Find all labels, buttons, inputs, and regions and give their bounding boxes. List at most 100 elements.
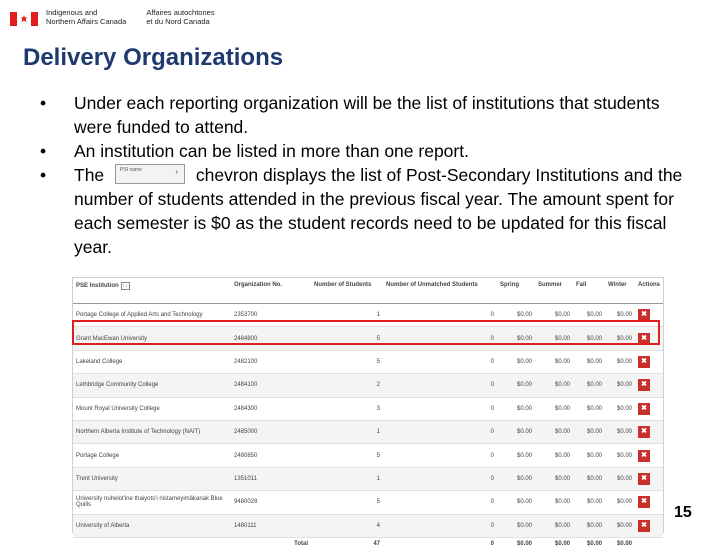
- table-cell: $0.00: [573, 443, 605, 468]
- table-cell: Trent University: [73, 467, 231, 492]
- total-cell: [73, 537, 231, 550]
- page-number: 15: [674, 504, 692, 521]
- total-row: Total 47 0 $0.00 $0.00 $0.00 $0.00: [73, 537, 663, 550]
- table-cell: $0.00: [605, 373, 635, 398]
- column-header: Actions: [635, 278, 663, 304]
- canada-flag-icon: [10, 12, 38, 26]
- total-cell: 0: [490, 540, 494, 547]
- table-cell: 0: [383, 420, 497, 445]
- actions-cell: ✖: [635, 397, 663, 421]
- column-header[interactable]: Number of Students: [311, 278, 383, 304]
- table-cell: $0.00: [535, 467, 573, 492]
- delete-icon[interactable]: ✖: [638, 449, 650, 462]
- column-header[interactable]: Spring: [497, 278, 535, 304]
- table-cell: Northern Alberta Institute of Technology…: [73, 420, 231, 445]
- actions-cell: ✖: [635, 490, 663, 515]
- delete-icon[interactable]: ✖: [638, 379, 650, 392]
- table-row: Trent University 1351011 1 0 $0.00 $0.00 $0.00…: [73, 467, 663, 492]
- table-cell: $0.00: [605, 490, 635, 515]
- table-cell: $0.00: [573, 490, 605, 515]
- table-cell: $0.00: [605, 350, 635, 375]
- highlight-box: [72, 320, 660, 345]
- table-cell: $0.00: [497, 467, 535, 492]
- table-cell: $0.00: [497, 490, 535, 515]
- table-cell: $0.00: [497, 350, 535, 375]
- table-cell: 5: [311, 350, 383, 375]
- slide-title: Delivery Organizations: [23, 44, 284, 71]
- table-header-row: PSE Institution ↑↓ Organization No. Numbe…: [73, 278, 663, 304]
- delete-icon[interactable]: ✖: [638, 426, 650, 439]
- table-cell: 0: [383, 467, 497, 492]
- table-cell: $0.00: [497, 443, 535, 468]
- table-cell: 4: [311, 514, 383, 538]
- column-header[interactable]: Fall: [573, 278, 605, 304]
- table-cell: 0: [383, 490, 497, 515]
- table-cell: 1: [311, 420, 383, 445]
- actions-cell: ✖: [635, 350, 663, 375]
- actions-cell: ✖: [635, 443, 663, 468]
- delete-icon[interactable]: ✖: [638, 309, 650, 322]
- government-header: Indigenous and Northern Affairs Canada Af…: [10, 8, 215, 31]
- sort-icon: ↑↓: [120, 282, 130, 290]
- actions-cell: ✖: [635, 514, 663, 538]
- table-row: University nuhelot'ine thaiyots'i nistam…: [73, 490, 663, 515]
- total-cell: [635, 537, 663, 550]
- table-row: Mount Royal University College 2484300 3 0 $…: [73, 397, 663, 421]
- column-header[interactable]: Number of Unmatched Students: [383, 278, 497, 304]
- table-cell: $0.00: [535, 397, 573, 421]
- total-cell: 47: [373, 540, 380, 547]
- table-cell: $0.00: [497, 514, 535, 538]
- actions-cell: ✖: [635, 420, 663, 445]
- table-cell: $0.00: [535, 443, 573, 468]
- institutions-table-screenshot: PSE Institution ↑↓ Organization No. Numbe…: [72, 277, 664, 547]
- table-cell: University of Alberta: [73, 514, 231, 538]
- delete-icon[interactable]: ✖: [638, 355, 650, 368]
- table-cell: $0.00: [605, 514, 635, 538]
- table-cell: $0.00: [573, 397, 605, 421]
- table-cell: $0.00: [573, 373, 605, 398]
- table-cell: $0.00: [497, 420, 535, 445]
- table-cell: $0.00: [573, 420, 605, 445]
- delete-icon[interactable]: ✖: [638, 519, 650, 532]
- table-row: Portage College 2480850 5 0 $0.00 $0.00 $0.00 $…: [73, 443, 663, 468]
- table-cell: $0.00: [605, 420, 635, 445]
- table-cell: $0.00: [605, 443, 635, 468]
- table-cell: 5: [311, 490, 383, 515]
- delete-icon[interactable]: ✖: [638, 472, 650, 485]
- table-cell: University nuhelot'ine thaiyots'i nistam…: [73, 490, 231, 515]
- table-cell: Lakeland College: [73, 350, 231, 375]
- total-cell: $0.00: [586, 540, 602, 547]
- table-cell: 9480028: [231, 490, 311, 515]
- bullet-list: Under each reporting organization will b…: [40, 91, 690, 259]
- column-header[interactable]: Organization No.: [231, 278, 311, 304]
- bullet-item: An institution can be listed in more tha…: [40, 139, 690, 163]
- delete-icon[interactable]: ✖: [638, 402, 650, 415]
- table-cell: 2484300: [231, 397, 311, 421]
- table-cell: 2484100: [231, 373, 311, 398]
- bullet-item: Under each reporting organization will b…: [40, 91, 690, 139]
- table-cell: 2485000: [231, 420, 311, 445]
- table-cell: Mount Royal University College: [73, 397, 231, 421]
- table-cell: 1480111: [231, 514, 311, 538]
- table-row: University of Alberta 1480111 4 0 $0.00 $0.00…: [73, 514, 663, 538]
- table-cell: 0: [383, 397, 497, 421]
- table-cell: $0.00: [573, 467, 605, 492]
- chevron-screenshot: PSI name ›: [115, 164, 186, 184]
- total-cell: Total: [294, 540, 308, 547]
- table-row: Lakeland College 2482100 5 0 $0.00 $0.00 $0.00…: [73, 350, 663, 375]
- table-cell: 3: [311, 397, 383, 421]
- column-header[interactable]: Summer: [535, 278, 573, 304]
- column-header[interactable]: PSE Institution ↑↓: [73, 278, 231, 304]
- table-row: Northern Alberta Institute of Technology…: [73, 420, 663, 445]
- table-cell: 1351011: [231, 467, 311, 492]
- department-name-en: Indigenous and Northern Affairs Canada: [46, 8, 127, 26]
- table-cell: $0.00: [535, 514, 573, 538]
- column-header[interactable]: Winter: [605, 278, 635, 304]
- bullet-item: The PSI name› chevron displays the list …: [40, 163, 690, 259]
- delete-icon[interactable]: ✖: [638, 332, 650, 345]
- table-cell: 2: [311, 373, 383, 398]
- delete-icon[interactable]: ✖: [638, 496, 650, 509]
- table-cell: $0.00: [605, 467, 635, 492]
- table-cell: $0.00: [535, 350, 573, 375]
- table-cell: 5: [311, 443, 383, 468]
